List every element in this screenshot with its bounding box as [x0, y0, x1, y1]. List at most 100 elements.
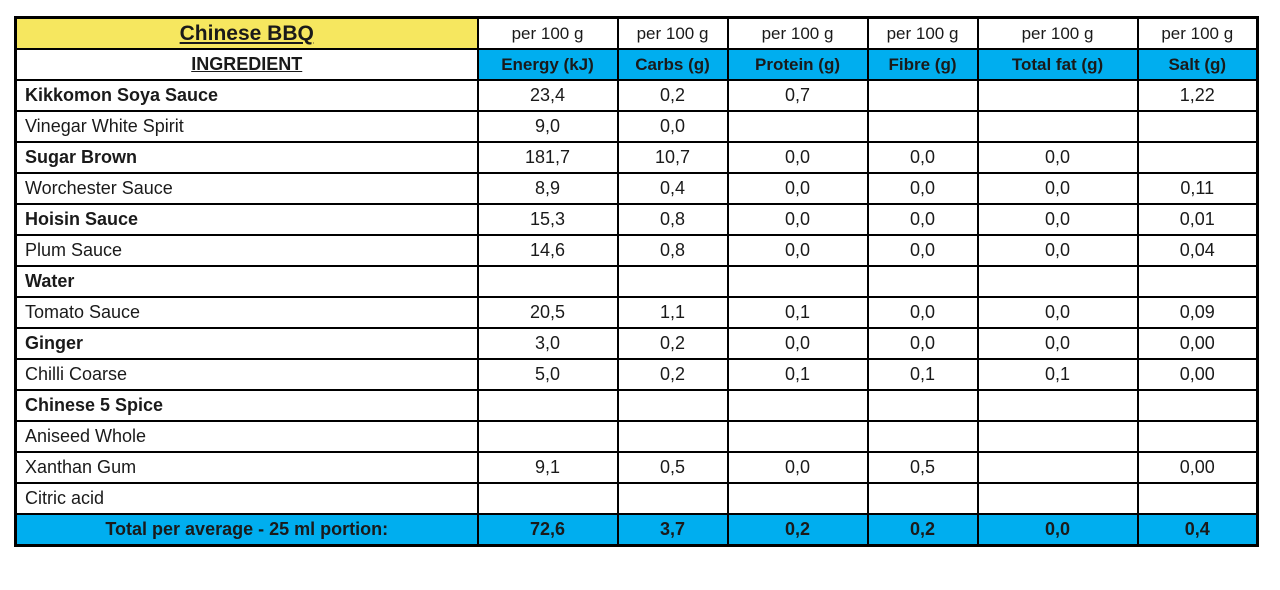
value-cell: [866, 482, 979, 515]
value-cell: 20,5: [476, 296, 619, 329]
value-cell: 23,4: [476, 79, 619, 112]
table-row: Citric acid: [14, 482, 1259, 515]
table-row: Tomato Sauce 20,5 1,1 0,1 0,0 0,0 0,09: [14, 296, 1259, 329]
value-cell: 0,0: [866, 172, 979, 205]
value-cell: 0,0: [726, 203, 869, 236]
total-value-cell: 3,7: [616, 513, 729, 547]
value-cell: 0,0: [976, 327, 1139, 360]
table-title: Chinese BBQ: [14, 16, 479, 50]
table-row: Hoisin Sauce 15,3 0,8 0,0 0,0 0,0 0,01: [14, 203, 1259, 236]
value-cell: [476, 389, 619, 422]
sheet-area: Chinese BBQ per 100 g per 100 g per 100 …: [14, 16, 1259, 547]
value-cell: 0,2: [616, 79, 729, 112]
ingredient-cell: Kikkomon Soya Sauce: [14, 79, 479, 112]
value-cell: [726, 110, 869, 143]
value-cell: 0,2: [616, 358, 729, 391]
column-header-row: INGREDIENT Energy (kJ) Carbs (g) Protein…: [14, 48, 1259, 81]
table-row: Ginger 3,0 0,2 0,0 0,0 0,0 0,00: [14, 327, 1259, 360]
table-row: Vinegar White Spirit 9,0 0,0: [14, 110, 1259, 143]
table-row: Sugar Brown 181,7 10,7 0,0 0,0 0,0: [14, 141, 1259, 174]
value-cell: 0,8: [616, 203, 729, 236]
value-cell: [476, 265, 619, 298]
value-cell: [726, 482, 869, 515]
value-cell: 8,9: [476, 172, 619, 205]
value-cell: 0,0: [726, 141, 869, 174]
value-cell: 0,09: [1136, 296, 1259, 329]
table-row: Xanthan Gum 9,1 0,5 0,0 0,5 0,00: [14, 451, 1259, 484]
value-cell: [1136, 141, 1259, 174]
value-cell: [866, 420, 979, 453]
ingredient-cell: Tomato Sauce: [14, 296, 479, 329]
value-cell: [726, 265, 869, 298]
value-cell: 0,0: [726, 327, 869, 360]
ingredient-cell: Water: [14, 265, 479, 298]
value-cell: 0,0: [866, 141, 979, 174]
value-cell: 0,0: [726, 172, 869, 205]
value-cell: 0,1: [726, 296, 869, 329]
value-cell: 3,0: [476, 327, 619, 360]
ingredient-cell: Plum Sauce: [14, 234, 479, 267]
per-100g-header: per 100 g: [726, 16, 869, 50]
energy-column-header: Energy (kJ): [476, 48, 619, 81]
ingredient-cell: Hoisin Sauce: [14, 203, 479, 236]
value-cell: 0,4: [616, 172, 729, 205]
value-cell: 0,5: [866, 451, 979, 484]
value-cell: [976, 110, 1139, 143]
ingredient-cell: Aniseed Whole: [14, 420, 479, 453]
value-cell: 0,0: [726, 451, 869, 484]
value-cell: [616, 389, 729, 422]
value-cell: [976, 265, 1139, 298]
nutrition-table: Chinese BBQ per 100 g per 100 g per 100 …: [14, 16, 1259, 547]
value-cell: 14,6: [476, 234, 619, 267]
value-cell: 0,2: [616, 327, 729, 360]
value-cell: 0,04: [1136, 234, 1259, 267]
value-cell: 0,00: [1136, 451, 1259, 484]
value-cell: [1136, 482, 1259, 515]
total-value-cell: 0,0: [976, 513, 1139, 547]
per-100g-header: per 100 g: [476, 16, 619, 50]
value-cell: [866, 265, 979, 298]
value-cell: [476, 482, 619, 515]
value-cell: 9,1: [476, 451, 619, 484]
value-cell: 0,0: [976, 172, 1139, 205]
value-cell: [726, 420, 869, 453]
value-cell: 0,1: [726, 358, 869, 391]
value-cell: 0,0: [976, 296, 1139, 329]
value-cell: [976, 482, 1139, 515]
value-cell: [866, 110, 979, 143]
ingredient-cell: Ginger: [14, 327, 479, 360]
table-row: Kikkomon Soya Sauce 23,4 0,2 0,7 1,22: [14, 79, 1259, 112]
value-cell: [616, 265, 729, 298]
value-cell: [976, 389, 1139, 422]
per-100g-header: per 100 g: [866, 16, 979, 50]
value-cell: 0,0: [616, 110, 729, 143]
value-cell: 9,0: [476, 110, 619, 143]
total-label: Total per average - 25 ml portion:: [14, 513, 479, 547]
value-cell: 0,00: [1136, 358, 1259, 391]
value-cell: [976, 420, 1139, 453]
table-row: Chinese 5 Spice: [14, 389, 1259, 422]
value-cell: 5,0: [476, 358, 619, 391]
table-row: Chilli Coarse 5,0 0,2 0,1 0,1 0,1 0,00: [14, 358, 1259, 391]
value-cell: [1136, 420, 1259, 453]
value-cell: 0,0: [726, 234, 869, 267]
value-cell: [476, 420, 619, 453]
value-cell: 1,22: [1136, 79, 1259, 112]
total-value-cell: 0,4: [1136, 513, 1259, 547]
value-cell: 0,0: [866, 234, 979, 267]
value-cell: 0,0: [976, 141, 1139, 174]
ingredient-cell: Worchester Sauce: [14, 172, 479, 205]
value-cell: [616, 482, 729, 515]
value-cell: [1136, 265, 1259, 298]
value-cell: [976, 79, 1139, 112]
value-cell: 0,01: [1136, 203, 1259, 236]
value-cell: [976, 451, 1139, 484]
salt-column-header: Salt (g): [1136, 48, 1259, 81]
value-cell: 0,1: [866, 358, 979, 391]
value-cell: 15,3: [476, 203, 619, 236]
value-cell: 0,5: [616, 451, 729, 484]
value-cell: 0,0: [976, 203, 1139, 236]
protein-column-header: Protein (g): [726, 48, 869, 81]
ingredient-cell: Sugar Brown: [14, 141, 479, 174]
value-cell: 1,1: [616, 296, 729, 329]
